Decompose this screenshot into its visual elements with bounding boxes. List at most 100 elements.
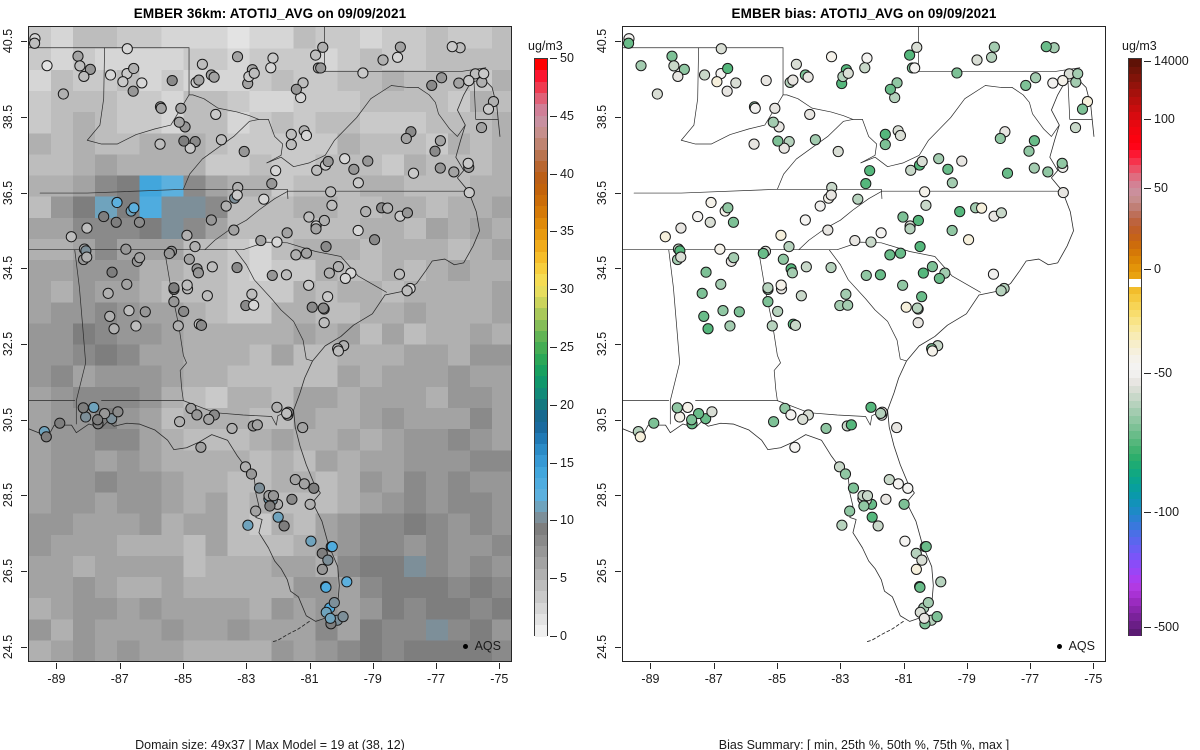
colorbar-segment	[535, 546, 547, 558]
colorbar-segment	[1129, 324, 1141, 333]
model-raster-layer	[29, 27, 511, 661]
colorbar-segment	[1129, 256, 1141, 265]
x-axis-tick	[56, 663, 58, 669]
bias-colorbar[interactable]: ug/m3 -500 -100 -50 0 50 100 14000	[1122, 39, 1189, 637]
x-axis-tick-label: -75	[1084, 672, 1103, 686]
y-axis-tick	[21, 419, 27, 421]
colorbar-tick-label: -100	[1154, 504, 1180, 519]
colorbar-segment	[1129, 271, 1141, 280]
x-axis-tick	[966, 663, 968, 669]
left-aqs-legend-label: AQS	[474, 639, 501, 653]
colorbar-segment	[1129, 96, 1141, 105]
y-axis-tick	[615, 495, 621, 497]
x-axis-tick	[119, 663, 121, 669]
colorbar-segment	[535, 308, 547, 320]
bias-vector-layer	[623, 27, 1105, 661]
colorbar-segment	[1129, 294, 1141, 302]
colorbar-segment	[535, 364, 547, 377]
colorbar-segment	[535, 398, 547, 411]
model-map-plot[interactable]: AQS	[28, 26, 512, 662]
x-axis-tick-label: -85	[173, 672, 193, 686]
colorbar-segment	[535, 251, 547, 263]
colorbar-segment	[1129, 598, 1141, 606]
colorbar-segment	[1129, 347, 1141, 356]
colorbar-segment	[1129, 484, 1141, 492]
x-axis-tick-label: -77	[427, 672, 446, 686]
x-axis-tick-label: -79	[957, 672, 976, 686]
colorbar-segment	[535, 591, 547, 603]
colorbar-tick	[550, 520, 557, 522]
colorbar-segment	[1129, 59, 1141, 67]
y-axis-tick	[615, 116, 621, 118]
colorbar-tick-label: 50	[1154, 181, 1168, 196]
left-caption-line1: Domain size: 49x37 | Max Model = 19 at (…	[135, 738, 405, 750]
x-axis-tick	[499, 663, 501, 669]
colorbar-segment	[535, 342, 547, 354]
colorbar-segment	[1129, 142, 1141, 151]
left-aqs-legend: AQS	[462, 639, 501, 653]
colorbar-tick	[1144, 511, 1151, 513]
colorbar-segment	[1129, 226, 1141, 234]
right-panel-title: EMBER bias: ATOTIJ_AVG on 09/09/2021	[731, 6, 997, 21]
colorbar-segment	[1129, 522, 1141, 530]
bias-colorbar-units: ug/m3	[1122, 39, 1157, 53]
colorbar-segment	[535, 138, 547, 150]
colorbar-segment	[1129, 385, 1141, 394]
colorbar-segment	[535, 285, 547, 297]
bias-map-plot[interactable]: AQS	[622, 26, 1106, 662]
colorbar-segment	[535, 410, 547, 422]
x-axis-tick-label: -85	[767, 672, 787, 686]
colorbar-tick-label: 25	[560, 340, 574, 354]
colorbar-segment	[1129, 431, 1141, 439]
colorbar-tick	[550, 347, 557, 348]
x-axis-tick	[246, 663, 248, 669]
colorbar-segment	[1129, 613, 1141, 621]
colorbar-tick-label: 15	[560, 455, 574, 470]
colorbar-segment	[535, 330, 547, 343]
colorbar-segment	[1129, 575, 1141, 583]
colorbar-segment	[1129, 628, 1141, 637]
colorbar-segment	[1129, 150, 1141, 158]
colorbar-tick	[1144, 118, 1151, 120]
colorbar-segment	[1129, 89, 1141, 97]
colorbar-tick-label: 30	[560, 282, 574, 297]
aqs-dot-icon	[462, 643, 468, 649]
colorbar-segment	[1129, 461, 1141, 470]
y-axis-tick	[615, 41, 621, 43]
colorbar-tick	[1144, 188, 1151, 190]
colorbar-segment	[1129, 377, 1141, 386]
colorbar-segment	[1129, 180, 1141, 189]
colorbar-segment	[535, 274, 547, 286]
colorbar-segment	[1129, 537, 1141, 545]
colorbar-tick-label: 5	[560, 571, 567, 586]
x-axis-tick-label: -83	[237, 672, 256, 686]
left-caption: Domain size: 49x37 | Max Model = 19 at (…	[28, 708, 512, 750]
colorbar-tick	[1144, 268, 1151, 270]
colorbar-segment	[1129, 112, 1141, 120]
model-colorbar[interactable]: ug/m3 0 5 10 15 20 25 30 35 40 45 50	[528, 39, 594, 643]
colorbar-tick-label: 40	[560, 166, 574, 181]
colorbar-segment	[1129, 317, 1141, 325]
y-axis-tick	[615, 646, 621, 648]
colorbar-segment	[1129, 188, 1141, 196]
right-caption-line1: Bias Summary: [ min, 25th %, 50th %, 75t…	[718, 738, 1010, 750]
x-axis-tick	[840, 663, 842, 669]
colorbar-segment	[535, 183, 547, 195]
colorbar-segment	[535, 353, 547, 365]
colorbar-tick-label: -50	[1154, 366, 1173, 380]
colorbar-segment	[1129, 499, 1141, 508]
colorbar-segment	[1129, 309, 1141, 318]
colorbar-segment	[535, 557, 547, 569]
colorbar-tick-label: 10	[560, 513, 574, 528]
colorbar-segment	[1129, 134, 1141, 143]
colorbar-segment	[535, 70, 547, 82]
y-axis-tick	[615, 419, 621, 421]
colorbar-tick	[550, 289, 557, 291]
colorbar-segment	[1129, 552, 1141, 561]
colorbar-tick	[550, 404, 557, 406]
colorbar-segment	[535, 455, 547, 467]
colorbar-segment	[535, 432, 547, 445]
colorbar-segment	[535, 376, 547, 388]
y-axis-tick	[21, 571, 27, 573]
colorbar-tick	[1144, 627, 1151, 629]
